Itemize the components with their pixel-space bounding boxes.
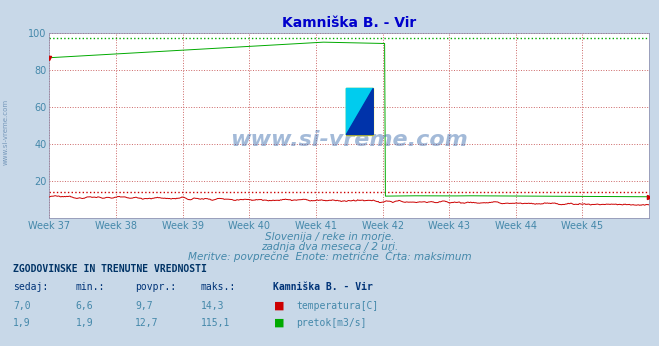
- Text: Kamniška B. - Vir: Kamniška B. - Vir: [273, 282, 374, 292]
- Text: maks.:: maks.:: [201, 282, 236, 292]
- Text: zadnja dva meseca / 2 uri.: zadnja dva meseca / 2 uri.: [261, 242, 398, 252]
- Text: ZGODOVINSKE IN TRENUTNE VREDNOSTI: ZGODOVINSKE IN TRENUTNE VREDNOSTI: [13, 264, 207, 274]
- Text: ■: ■: [273, 318, 284, 328]
- Text: 6,6: 6,6: [76, 301, 94, 311]
- Text: 115,1: 115,1: [201, 318, 231, 328]
- Text: 1,9: 1,9: [76, 318, 94, 328]
- Text: 7,0: 7,0: [13, 301, 31, 311]
- Polygon shape: [346, 89, 373, 135]
- Text: Slovenija / reke in morje.: Slovenija / reke in morje.: [265, 233, 394, 243]
- Bar: [346, 89, 373, 135]
- Text: Meritve: povprečne  Enote: metrične  Črta: maksimum: Meritve: povprečne Enote: metrične Črta:…: [188, 249, 471, 262]
- Text: 12,7: 12,7: [135, 318, 159, 328]
- Polygon shape: [346, 89, 373, 135]
- Text: 9,7: 9,7: [135, 301, 153, 311]
- Text: temperatura[C]: temperatura[C]: [297, 301, 379, 311]
- Text: povpr.:: povpr.:: [135, 282, 176, 292]
- Title: Kamniška B. - Vir: Kamniška B. - Vir: [282, 16, 416, 30]
- Text: 14,3: 14,3: [201, 301, 225, 311]
- Text: sedaj:: sedaj:: [13, 282, 48, 292]
- Text: www.si-vreme.com: www.si-vreme.com: [2, 98, 9, 165]
- Text: min.:: min.:: [76, 282, 105, 292]
- Text: 1,9: 1,9: [13, 318, 31, 328]
- Text: ■: ■: [273, 301, 284, 311]
- Text: pretok[m3/s]: pretok[m3/s]: [297, 318, 367, 328]
- Text: www.si-vreme.com: www.si-vreme.com: [231, 130, 468, 150]
